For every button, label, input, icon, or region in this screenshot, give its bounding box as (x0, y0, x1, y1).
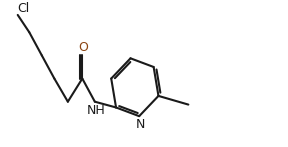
Text: Cl: Cl (18, 2, 30, 15)
Text: NH: NH (86, 104, 105, 117)
Text: N: N (135, 118, 145, 131)
Text: O: O (78, 41, 88, 54)
